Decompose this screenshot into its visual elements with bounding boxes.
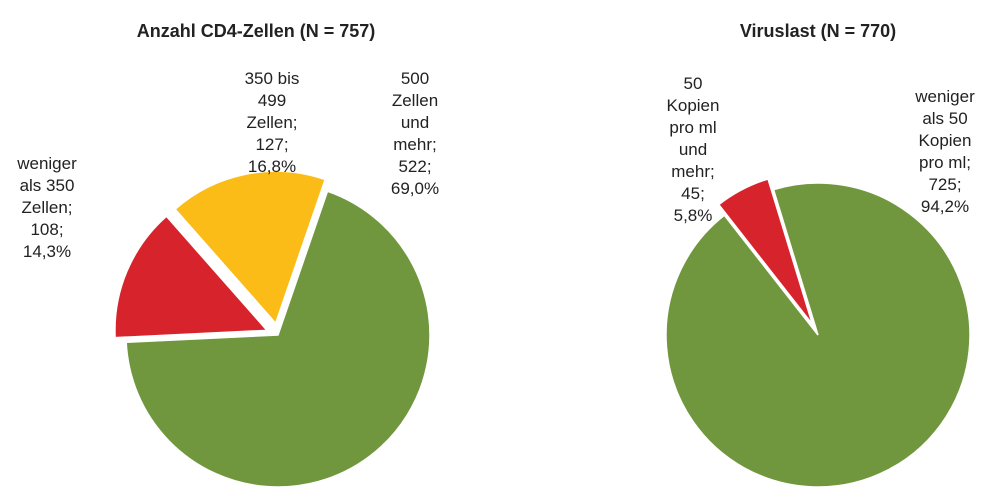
label-line: Zellen; bbox=[21, 198, 72, 217]
label-line: 16,8% bbox=[248, 157, 296, 176]
pie-slice bbox=[114, 215, 269, 339]
slice-label: 350 bis 499 Zellen; 127; 16,8% bbox=[245, 69, 300, 176]
label-line: 522; bbox=[398, 157, 431, 176]
label-line: 14,3% bbox=[23, 242, 71, 261]
label-line: 108; bbox=[30, 220, 63, 239]
label-line: 350 bis bbox=[245, 69, 300, 88]
label-line: Zellen; bbox=[246, 113, 297, 132]
label-line: 94,2% bbox=[921, 197, 969, 216]
label-line: und bbox=[401, 113, 429, 132]
pie-slice bbox=[665, 182, 971, 488]
label-line: 500 bbox=[401, 69, 429, 88]
label-line: 499 bbox=[258, 91, 286, 110]
label-line: weniger bbox=[16, 154, 77, 173]
pie-slice bbox=[174, 170, 327, 325]
label-line: Kopien bbox=[919, 131, 972, 150]
label-line: Zellen bbox=[392, 91, 438, 110]
chart-title: Viruslast (N = 770) bbox=[740, 21, 896, 41]
label-line: mehr; bbox=[671, 162, 714, 181]
label-line: pro ml bbox=[669, 118, 716, 137]
pie-slice bbox=[125, 190, 431, 488]
label-line: weniger bbox=[914, 87, 975, 106]
label-line: als 350 bbox=[20, 176, 75, 195]
label-line: 69,0% bbox=[391, 179, 439, 198]
label-line: 5,8% bbox=[674, 206, 713, 225]
label-line: 45; bbox=[681, 184, 705, 203]
slice-label: weniger als 50 Kopien pro ml; 725; 94,2% bbox=[914, 87, 975, 216]
label-line: und bbox=[679, 140, 707, 159]
label-line: 725; bbox=[928, 175, 961, 194]
pie-slice bbox=[717, 178, 814, 325]
label-line: 50 bbox=[684, 74, 703, 93]
slice-label: 500 Zellen und mehr; 522; 69,0% bbox=[391, 69, 439, 198]
slice-label: 50 Kopien pro ml und mehr; 45; 5,8% bbox=[667, 74, 720, 225]
label-line: mehr; bbox=[393, 135, 436, 154]
label-line: 127; bbox=[255, 135, 288, 154]
label-line: Kopien bbox=[667, 96, 720, 115]
chart-title: Anzahl CD4-Zellen (N = 757) bbox=[137, 21, 376, 41]
slice-label: weniger als 350 Zellen; 108; 14,3% bbox=[16, 154, 77, 261]
label-line: pro ml; bbox=[919, 153, 971, 172]
label-line: als 50 bbox=[922, 109, 967, 128]
